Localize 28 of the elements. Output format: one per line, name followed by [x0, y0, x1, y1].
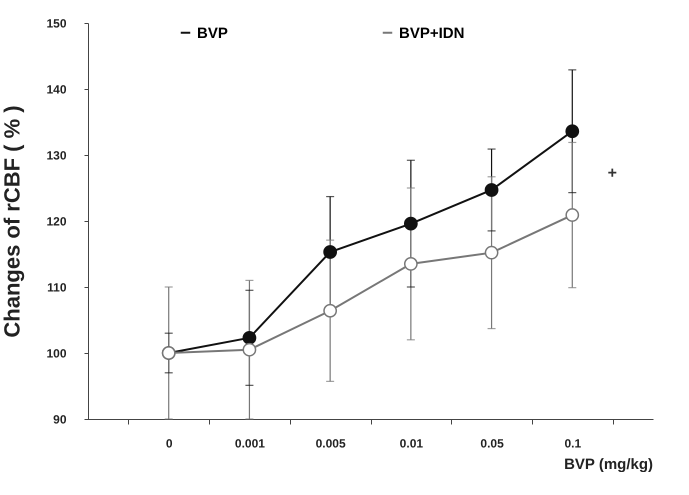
legend-label: BVP [197, 24, 228, 42]
point [323, 245, 338, 259]
y-tick-label: 100 [46, 346, 67, 360]
y-tick-label: 150 [46, 16, 67, 30]
point [404, 257, 418, 271]
y-tick-label: 90 [53, 412, 67, 426]
x-tick-label: 0.01 [400, 436, 424, 450]
y-tick-label: 120 [46, 214, 67, 228]
legend-label: BVP+IDN [399, 24, 464, 42]
y-tick-label: 110 [47, 280, 67, 294]
x-tick-label: 0.1 [564, 436, 582, 450]
point [484, 183, 498, 197]
point [565, 124, 580, 138]
x-tick-label: 0 [166, 436, 173, 450]
y-axis-title: Changes of rCBF ( % ) [0, 105, 24, 338]
point [323, 304, 338, 318]
y-tick-label: 130 [46, 148, 67, 162]
x-axis-title: BVP (mg/kg) [564, 456, 653, 473]
point [565, 208, 580, 222]
point [404, 216, 418, 230]
annotation: + [608, 164, 617, 182]
point [484, 246, 498, 260]
x-tick-label: 0.005 [316, 436, 346, 450]
point [242, 330, 256, 345]
point [242, 342, 256, 357]
x-tick-label: 0.05 [480, 436, 504, 450]
x-tick-label: 0.001 [234, 436, 266, 450]
y-tick-label: 140 [46, 82, 67, 96]
